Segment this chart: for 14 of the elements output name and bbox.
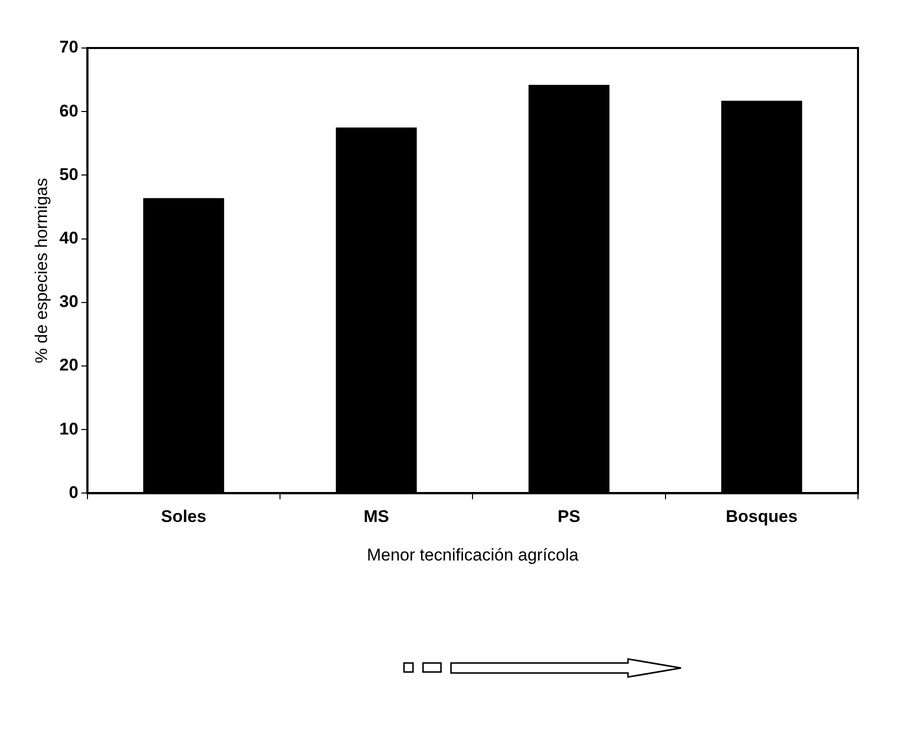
y-tick-label: 40 — [59, 228, 78, 248]
y-tick-label: 0 — [68, 482, 78, 502]
y-tick-label: 70 — [59, 38, 78, 57]
y-tick-label: 10 — [59, 419, 78, 438]
x-tick-label: PS — [558, 507, 580, 526]
x-tick-label: Soles — [160, 507, 206, 526]
y-tick-label: 20 — [59, 356, 78, 375]
x-tick-label: Bosques — [726, 507, 798, 526]
y-tick-label: 50 — [59, 164, 78, 184]
y-tick-label: 60 — [59, 101, 78, 120]
x-tick-label: MS — [364, 507, 390, 526]
y-tick-label: 30 — [59, 292, 78, 312]
x-axis-title: Menor tecnificación agrícola — [366, 545, 580, 564]
y-axis-title: % de especies hormigas — [32, 178, 51, 364]
